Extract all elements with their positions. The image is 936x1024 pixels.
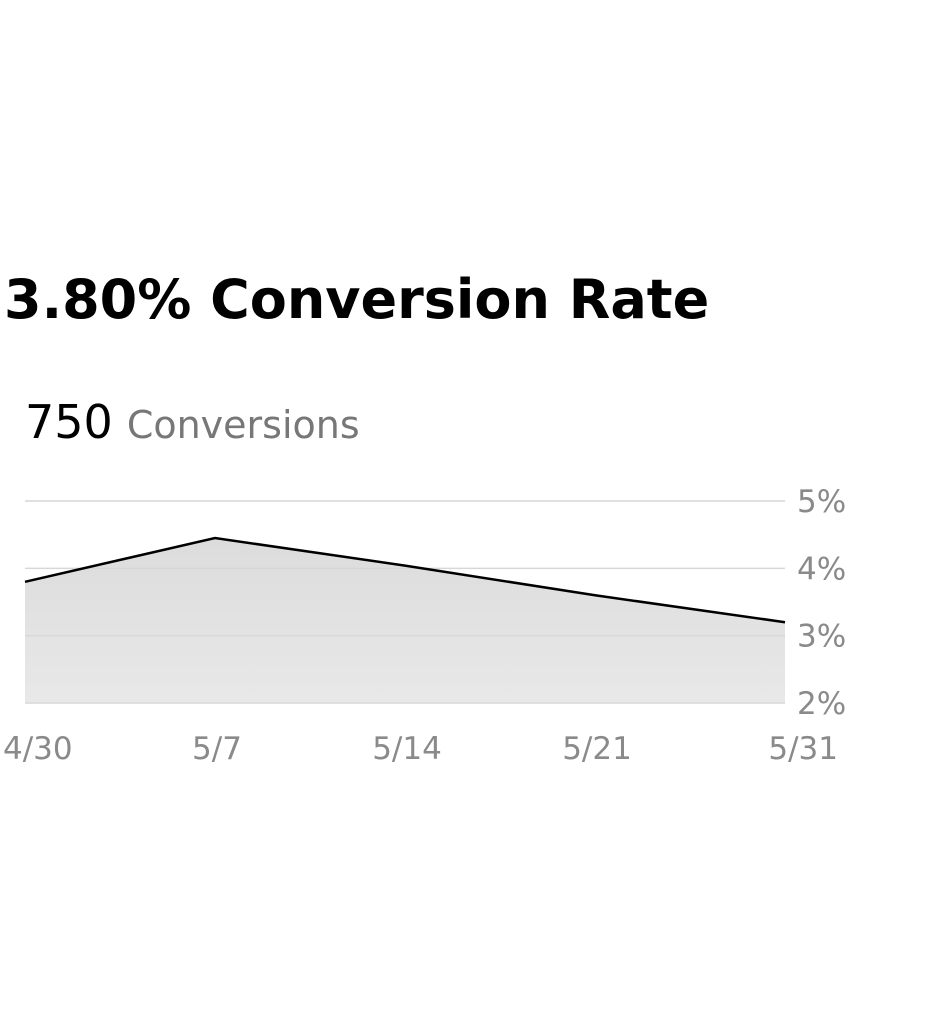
metric-label: Conversions: [127, 403, 360, 447]
line: [24, 536, 786, 624]
y-tick-label: 5%: [797, 484, 846, 520]
metric-value: 750: [25, 395, 113, 449]
y-tick-label: 2%: [797, 686, 846, 722]
chart-title: 3.80% Conversion Rate: [4, 268, 709, 331]
y-tick-label: 4%: [797, 551, 846, 587]
metric: 750 Conversions: [25, 395, 360, 449]
x-tick-label: 5/21: [562, 731, 632, 767]
x-tick-label: 5/14: [372, 731, 442, 767]
area: [25, 538, 785, 703]
x-tick-label: 5/31: [768, 731, 838, 767]
y-tick-label: 3%: [797, 619, 846, 655]
x-tick-label: 4/30: [3, 731, 73, 767]
x-tick-label: 5/7: [192, 731, 242, 767]
